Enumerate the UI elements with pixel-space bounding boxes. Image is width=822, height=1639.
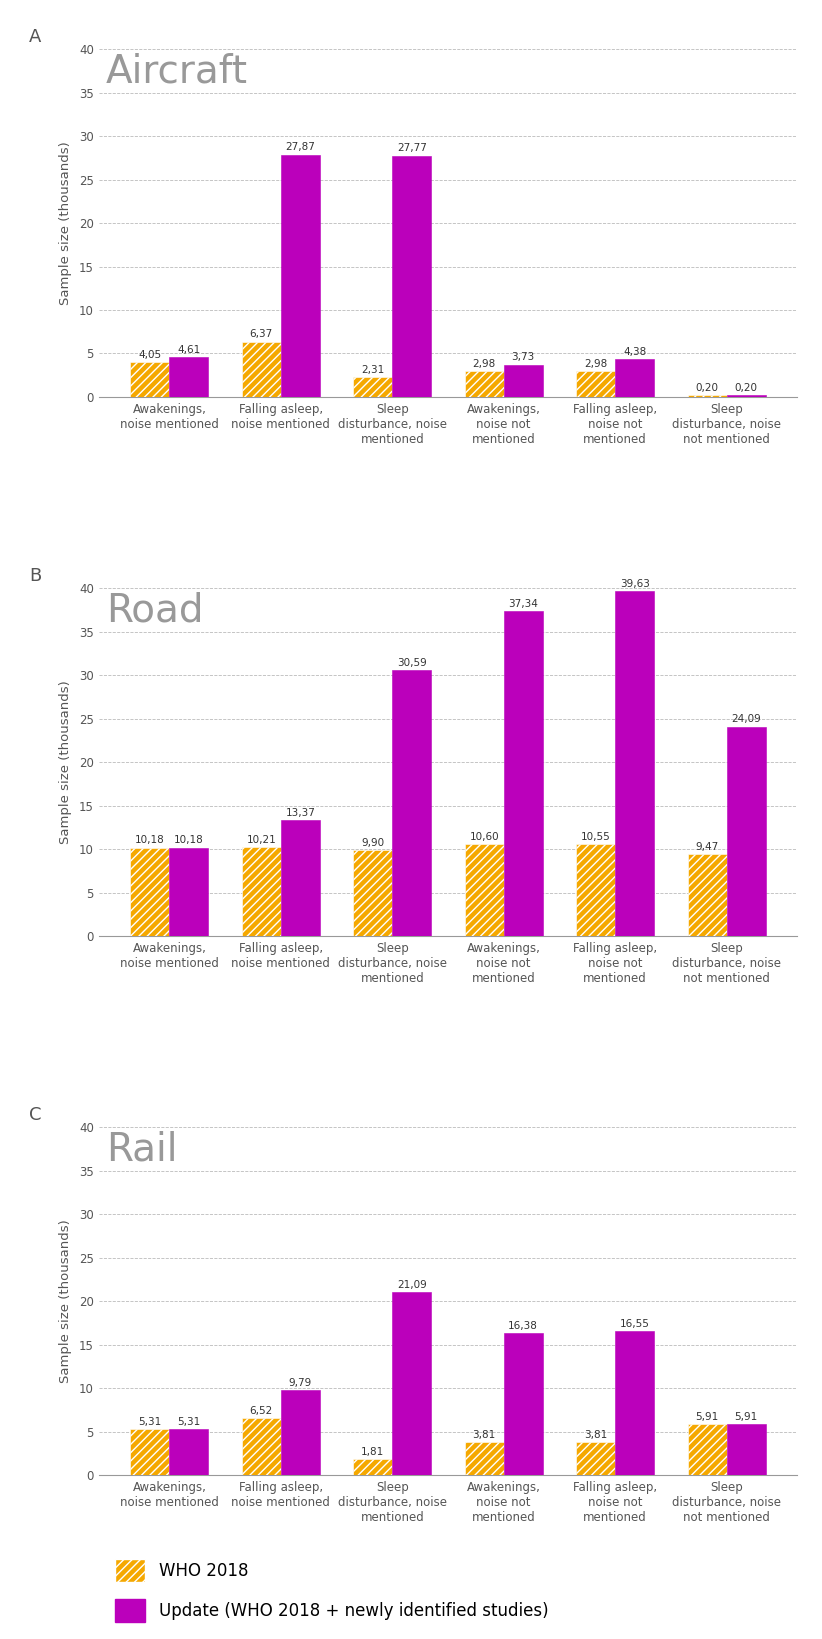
- Bar: [727, 1424, 765, 1475]
- Bar: [131, 847, 169, 936]
- Bar: [687, 395, 727, 397]
- Text: 5,91: 5,91: [734, 1411, 758, 1421]
- Bar: [615, 592, 654, 936]
- Text: 0,20: 0,20: [695, 384, 718, 393]
- Text: 24,09: 24,09: [732, 715, 761, 724]
- Bar: [242, 341, 281, 397]
- Text: 2,98: 2,98: [584, 359, 607, 369]
- Bar: [504, 611, 543, 936]
- Bar: [615, 1331, 654, 1475]
- Text: 5,91: 5,91: [695, 1411, 718, 1421]
- Text: 9,79: 9,79: [289, 1378, 312, 1388]
- Text: 27,87: 27,87: [285, 143, 316, 152]
- Bar: [353, 1459, 392, 1475]
- Bar: [169, 1429, 209, 1475]
- Bar: [131, 362, 169, 397]
- Text: 21,09: 21,09: [397, 1280, 427, 1290]
- Text: C: C: [29, 1106, 41, 1124]
- Text: 4,38: 4,38: [623, 347, 646, 357]
- Text: A: A: [29, 28, 41, 46]
- Text: 1,81: 1,81: [361, 1447, 385, 1457]
- Text: 10,18: 10,18: [135, 836, 164, 846]
- Text: 2,98: 2,98: [473, 359, 496, 369]
- Y-axis label: Sample size (thousands): Sample size (thousands): [59, 680, 72, 844]
- Bar: [242, 847, 281, 936]
- Bar: [392, 670, 432, 936]
- Bar: [576, 844, 615, 936]
- Bar: [464, 1442, 504, 1475]
- Text: 30,59: 30,59: [397, 657, 427, 667]
- Bar: [727, 395, 765, 397]
- Text: 10,18: 10,18: [174, 836, 204, 846]
- Text: B: B: [29, 567, 41, 585]
- Bar: [504, 364, 543, 397]
- Text: 16,38: 16,38: [508, 1321, 538, 1331]
- Text: 4,61: 4,61: [178, 344, 201, 354]
- Text: 4,05: 4,05: [138, 349, 161, 359]
- Text: 6,37: 6,37: [250, 329, 273, 339]
- Y-axis label: Sample size (thousands): Sample size (thousands): [59, 1219, 72, 1383]
- Text: Road: Road: [105, 592, 203, 629]
- Bar: [353, 851, 392, 936]
- Bar: [169, 847, 209, 936]
- Bar: [392, 1292, 432, 1475]
- Bar: [242, 1418, 281, 1475]
- Bar: [169, 357, 209, 397]
- Bar: [687, 854, 727, 936]
- Bar: [464, 370, 504, 397]
- Bar: [615, 359, 654, 397]
- Text: 6,52: 6,52: [250, 1406, 273, 1416]
- Text: 0,20: 0,20: [735, 384, 758, 393]
- Bar: [576, 1442, 615, 1475]
- Text: 10,21: 10,21: [247, 836, 276, 846]
- Bar: [392, 156, 432, 397]
- Text: 5,31: 5,31: [138, 1416, 162, 1428]
- Bar: [281, 154, 320, 397]
- Bar: [576, 370, 615, 397]
- Bar: [281, 820, 320, 936]
- Text: 2,31: 2,31: [361, 365, 385, 375]
- Text: 3,81: 3,81: [584, 1429, 607, 1439]
- Text: 9,90: 9,90: [361, 838, 385, 847]
- Bar: [727, 726, 765, 936]
- Text: 9,47: 9,47: [695, 841, 718, 852]
- Text: Rail: Rail: [105, 1131, 177, 1169]
- Bar: [687, 1424, 727, 1475]
- Bar: [464, 844, 504, 936]
- Text: 10,60: 10,60: [469, 831, 499, 842]
- Text: Aircraft: Aircraft: [105, 52, 247, 90]
- Text: 10,55: 10,55: [581, 833, 611, 842]
- Text: 16,55: 16,55: [620, 1319, 649, 1329]
- Text: 27,77: 27,77: [397, 143, 427, 154]
- Bar: [131, 1429, 169, 1475]
- Text: 3,73: 3,73: [511, 352, 535, 362]
- Bar: [504, 1333, 543, 1475]
- Legend: WHO 2018, Update (WHO 2018 + newly identified studies): WHO 2018, Update (WHO 2018 + newly ident…: [107, 1550, 556, 1631]
- Text: 37,34: 37,34: [508, 600, 538, 610]
- Text: 5,31: 5,31: [178, 1416, 201, 1428]
- Text: 13,37: 13,37: [285, 808, 316, 818]
- Y-axis label: Sample size (thousands): Sample size (thousands): [59, 141, 72, 305]
- Bar: [281, 1390, 320, 1475]
- Text: 39,63: 39,63: [620, 579, 649, 590]
- Text: 3,81: 3,81: [473, 1429, 496, 1439]
- Bar: [353, 377, 392, 397]
